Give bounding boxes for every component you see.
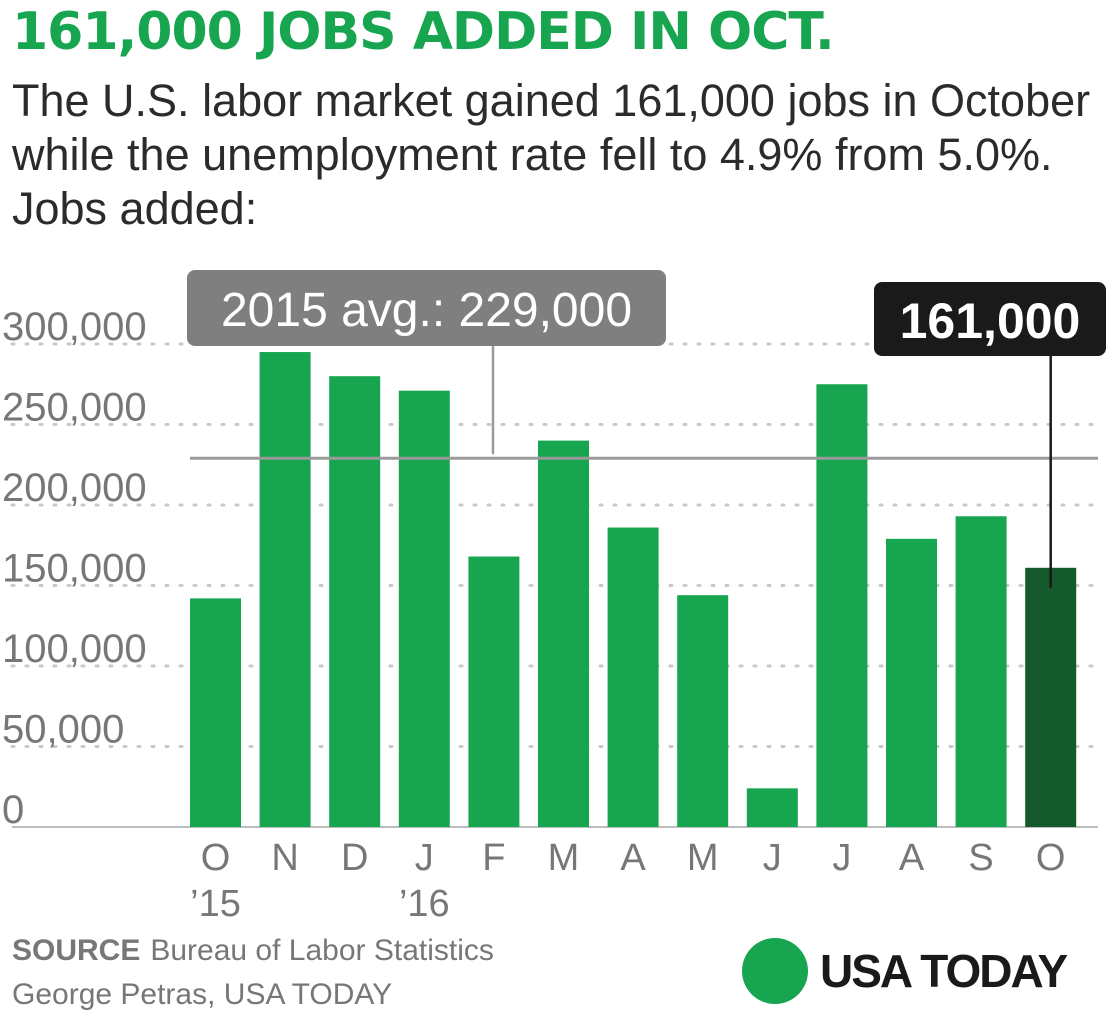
x-axis-ticks: O’15N D J’16F M A M J J A S O [190, 837, 1065, 925]
y-axis-ticks: 0 50,000 100,000 150,000 200,000 250,000 300,0… [2, 305, 147, 832]
x-tick-label: A [899, 837, 925, 879]
y-tick-label: 0 [2, 788, 24, 832]
bar-4 [398, 390, 450, 827]
callouts: 2015 avg.: 229,000 161,000 [187, 270, 1106, 588]
logo-dot-icon [742, 938, 808, 1004]
x-tick-label: N [271, 837, 298, 879]
x-tick-label: O [201, 837, 231, 879]
highlight-callout-box [874, 282, 1106, 356]
headline: 161,000 JOBS ADDED IN OCT. [12, 2, 835, 62]
average-callout-label: 2015 avg.: 229,000 [221, 284, 632, 337]
year-label: ’16 [399, 883, 450, 925]
x-tick-label: J [832, 837, 851, 879]
x-tick-label: S [968, 837, 993, 879]
average-callout-box [187, 270, 666, 346]
source-text: Bureau of Labor Statistics [150, 934, 494, 967]
bar-5 [468, 556, 520, 827]
source-label: SOURCE [12, 934, 141, 967]
bar-3 [329, 376, 381, 827]
highlight-callout-label: 161,000 [900, 293, 1081, 349]
bar-1 [190, 598, 241, 827]
bar-9 [746, 788, 798, 827]
bar-10 [816, 384, 868, 827]
bar-11 [886, 538, 937, 827]
jobs-bar-chart: 0 50,000 100,000 150,000 200,000 250,000 300,0… [2, 270, 1106, 925]
credit: George Petras, USA TODAY [12, 978, 393, 1011]
x-tick-label: J [763, 837, 782, 879]
y-tick-label: 50,000 [2, 708, 124, 752]
source-line: SOURCE Bureau of Labor Statistics [12, 934, 494, 968]
y-tick-label: 300,000 [2, 305, 147, 349]
logo-text: USA TODAY [820, 945, 1068, 997]
x-tick-label: M [687, 837, 719, 879]
x-tick-label: O [1036, 837, 1066, 879]
x-tick-label: F [482, 837, 505, 879]
bar-2 [259, 352, 311, 827]
y-tick-label: 200,000 [2, 466, 147, 510]
bar-13 [1025, 567, 1077, 827]
x-tick-label: A [620, 837, 646, 879]
subtitle: The U.S. labor market gained 161,000 job… [12, 75, 1091, 234]
y-tick-label: 100,000 [2, 627, 147, 671]
x-tick-label: D [341, 837, 368, 879]
bar-8 [677, 595, 729, 827]
bar-7 [607, 527, 659, 827]
bar-6 [538, 440, 589, 827]
bars [190, 352, 1077, 827]
bar-12 [955, 516, 1007, 827]
usa-today-logo: USA TODAY [742, 938, 1068, 1004]
year-label: ’15 [190, 883, 241, 925]
x-tick-label: J [415, 837, 434, 879]
y-tick-label: 250,000 [2, 386, 147, 430]
y-tick-label: 150,000 [2, 547, 147, 591]
x-tick-label: M [548, 837, 580, 879]
